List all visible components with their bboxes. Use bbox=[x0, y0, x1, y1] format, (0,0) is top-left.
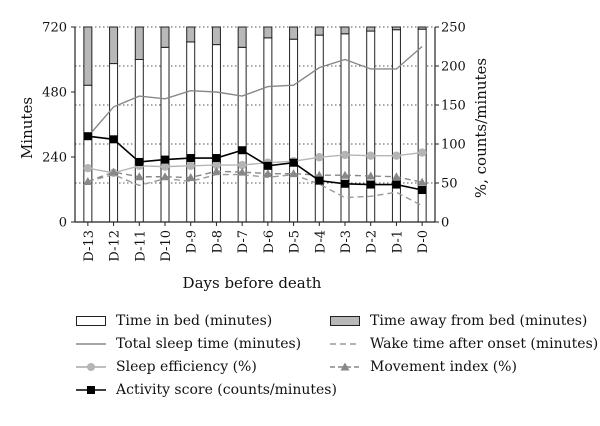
bar-time-in-bed bbox=[160, 46, 170, 223]
bar-time-away bbox=[391, 26, 401, 31]
series-line bbox=[87, 135, 423, 191]
marker-activity-score bbox=[263, 161, 272, 170]
bar-time-away bbox=[314, 26, 324, 36]
marker-movement-index bbox=[263, 169, 273, 178]
bar-time-away bbox=[340, 26, 350, 35]
marker-activity-score bbox=[392, 180, 401, 189]
marker-activity-score bbox=[212, 154, 221, 163]
marker-movement-index bbox=[289, 169, 299, 178]
x-tick-label: D-13 bbox=[82, 230, 97, 262]
bar-time-in-bed bbox=[366, 30, 376, 223]
marker-sleep-efficiency bbox=[160, 162, 170, 171]
bar-time-in-bed bbox=[289, 38, 299, 223]
marker-activity-score bbox=[341, 179, 349, 188]
bar-time-in-bed bbox=[314, 34, 324, 223]
bar-time-in-bed bbox=[134, 59, 144, 223]
x-tick-label: D-9 bbox=[185, 230, 200, 253]
y-axis-label-left: Minutes bbox=[18, 97, 36, 159]
marker-activity-score bbox=[135, 157, 144, 166]
bar-time-away bbox=[109, 26, 119, 65]
bar-time-in-bed bbox=[211, 44, 221, 223]
y-tick-label-right: 50 bbox=[441, 177, 458, 192]
x-tick-label: D-8 bbox=[210, 230, 225, 253]
x-tick-label: D-0 bbox=[416, 230, 431, 253]
marker-movement-index bbox=[366, 171, 376, 180]
bar-time-in-bed bbox=[340, 33, 350, 223]
bar-time-in-bed bbox=[237, 46, 247, 223]
marker-activity-score bbox=[186, 154, 195, 163]
y-tick-label-right: 100 bbox=[441, 138, 466, 153]
bar-time-away bbox=[134, 26, 144, 60]
marker-activity-score bbox=[83, 132, 92, 141]
marker-movement-index bbox=[391, 172, 401, 181]
marker-sleep-efficiency bbox=[417, 148, 427, 157]
y-tick-label-right: 0 bbox=[441, 216, 449, 231]
marker-sleep-efficiency bbox=[366, 151, 375, 160]
x-tick-label: D-12 bbox=[108, 230, 123, 262]
bar-time-away bbox=[211, 26, 221, 46]
x-tick-label: D-11 bbox=[133, 230, 148, 262]
bar-time-away bbox=[289, 26, 299, 40]
y-axis-label-right: %, counts/minutes bbox=[472, 58, 490, 198]
axis-layer: 0 240 480 720 0 50 100 150 200 250 D-13 D-12 D-11 D-1… bbox=[42, 21, 466, 262]
marker-activity-score bbox=[418, 186, 427, 195]
series-line bbox=[87, 151, 423, 174]
y-tick-label-right: 200 bbox=[441, 60, 466, 75]
bar-time-away bbox=[237, 26, 247, 48]
marker-movement-index bbox=[211, 166, 221, 175]
series-line bbox=[87, 173, 423, 207]
x-tick-label: D-10 bbox=[159, 230, 174, 262]
y-tick-label-left: 480 bbox=[42, 86, 67, 101]
marker-movement-index bbox=[109, 167, 119, 176]
x-tick-label: D-4 bbox=[313, 230, 328, 253]
series-line bbox=[87, 170, 423, 183]
x-tick-label: D-3 bbox=[339, 230, 354, 253]
marker-movement-index bbox=[237, 167, 247, 176]
y-tick-label-right: 250 bbox=[441, 21, 466, 36]
marker-activity-score bbox=[109, 135, 118, 144]
x-axis-label: Days before death bbox=[183, 274, 322, 292]
y-tick-label-left: 0 bbox=[59, 216, 67, 231]
marker-movement-index bbox=[160, 172, 170, 181]
marker-movement-index bbox=[417, 177, 427, 186]
series-line bbox=[87, 45, 423, 138]
marker-sleep-efficiency bbox=[315, 153, 324, 162]
marker-activity-score bbox=[315, 176, 324, 185]
marker-sleep-efficiency bbox=[237, 160, 247, 170]
marker-sleep-efficiency bbox=[186, 161, 195, 171]
marker-movement-index bbox=[186, 173, 196, 182]
marker-sleep-efficiency bbox=[212, 160, 221, 170]
marker-activity-score bbox=[289, 158, 298, 167]
marker-sleep-efficiency bbox=[83, 163, 93, 173]
marker-movement-index bbox=[134, 172, 144, 181]
marker-sleep-efficiency bbox=[392, 151, 401, 160]
marker-activity-score bbox=[366, 180, 375, 189]
x-tick-label: D-5 bbox=[288, 230, 303, 253]
marker-activity-score bbox=[238, 146, 247, 155]
bar-time-away bbox=[160, 26, 170, 48]
bar-time-in-bed bbox=[83, 84, 93, 223]
bar-time-in-bed bbox=[263, 37, 273, 223]
x-tick-label: D-2 bbox=[365, 230, 380, 253]
marker-movement-index bbox=[340, 170, 350, 179]
x-tick-label: D-6 bbox=[262, 230, 277, 253]
marker-movement-index bbox=[83, 176, 93, 185]
y-tick-label-left: 720 bbox=[42, 21, 67, 36]
y-tick-label-right: 150 bbox=[441, 99, 466, 114]
marker-activity-score bbox=[161, 155, 169, 164]
bar-time-away bbox=[186, 26, 196, 43]
bar-time-away bbox=[263, 26, 273, 39]
x-tick-label: D-7 bbox=[236, 230, 251, 253]
bar-time-away bbox=[83, 26, 93, 86]
y-tick-label-left: 240 bbox=[42, 151, 67, 166]
bar-time-away bbox=[366, 26, 376, 32]
line-layer bbox=[83, 45, 427, 207]
marker-sleep-efficiency bbox=[340, 150, 350, 160]
bar-time-in-bed bbox=[186, 41, 196, 223]
bar-time-away bbox=[417, 26, 427, 30]
bar-layer bbox=[83, 26, 427, 223]
grid-layer bbox=[75, 26, 435, 184]
x-tick-label: D-1 bbox=[390, 230, 405, 253]
